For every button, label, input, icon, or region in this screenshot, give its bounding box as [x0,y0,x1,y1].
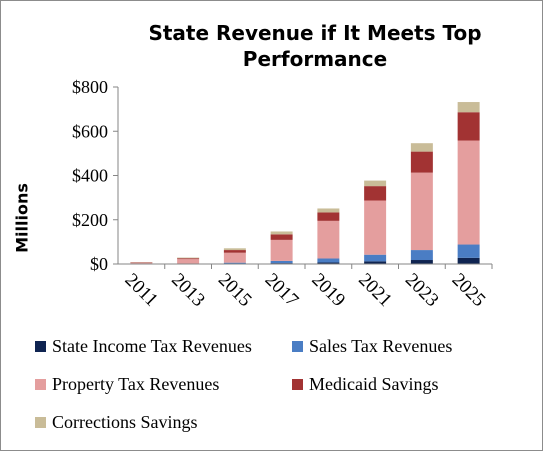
x-tick-label: 2015 [214,269,256,311]
bar-segment-medicaid-savings [270,234,293,240]
bar-segment-property-tax-revenues [270,239,293,261]
bar-segment-sales-tax-revenues [223,262,246,264]
x-tick-label: 2013 [167,269,209,311]
bar-segment-corrections-savings [223,248,246,251]
bar-segment-corrections-savings [177,257,200,259]
bar-segment-sales-tax-revenues [270,260,293,264]
chart-title: State Revenue if It Meets Top Performanc… [148,21,482,71]
legend-label: State Income Tax Revenues [52,336,252,356]
bar-segment-property-tax-revenues [177,259,200,264]
bar-segment-corrections-savings [457,102,480,113]
bar-segment-medicaid-savings [223,250,246,253]
bar-segment-medicaid-savings [317,212,340,221]
bar-segment-property-tax-revenues [410,172,433,251]
y-tick-label: $800 [72,77,108,97]
legend-label: Sales Tax Revenues [309,336,453,356]
legend-label: Corrections Savings [52,412,198,432]
y-tick-label: $600 [72,121,108,141]
legend-label: Property Tax Revenues [52,374,220,394]
bar-segment-medicaid-savings [457,112,480,141]
legend-item: Corrections Savings [35,412,198,433]
y-tick-label: $200 [72,210,108,230]
bar-segment-sales-tax-revenues [364,254,387,262]
bar-segment-corrections-savings [410,143,433,152]
legend-item: Property Tax Revenues [35,374,219,395]
bar-segment-medicaid-savings [177,258,200,260]
legend-item: Medicaid Savings [292,374,438,395]
bar-segment-corrections-savings [364,180,387,187]
bar-segment-corrections-savings [317,208,340,213]
bar-segment-property-tax-revenues [457,140,480,245]
bar-segment-property-tax-revenues [223,252,246,263]
x-tick-label: 2025 [448,269,490,311]
x-tick-label: 2011 [121,269,162,310]
legend-item: Sales Tax Revenues [292,336,452,357]
bar-segment-state-income-tax-revenues [364,261,387,264]
bar-segment-medicaid-savings [364,186,387,201]
bar-segment-sales-tax-revenues [410,250,433,261]
legend-swatch [35,341,46,352]
bar-segment-property-tax-revenues [317,220,340,259]
x-tick-label: 2017 [261,269,303,311]
bar-segment-sales-tax-revenues [317,258,340,263]
bar-segment-property-tax-revenues [130,262,153,264]
bar-segment-corrections-savings [270,231,293,235]
legend-swatch [292,379,303,390]
legend-swatch [292,341,303,352]
legend-swatch [35,379,46,390]
bar-segment-property-tax-revenues [364,200,387,255]
bar-segment-medicaid-savings [410,151,433,173]
bar-segment-state-income-tax-revenues [457,257,480,264]
y-tick-label: $400 [72,166,108,186]
bar-segment-state-income-tax-revenues [317,262,340,264]
x-tick-label: 2021 [354,269,396,311]
bar-segment-sales-tax-revenues [457,244,480,258]
bar-segment-state-income-tax-revenues [410,260,433,264]
y-tick-label: $0 [90,254,108,274]
x-tick-label: 2019 [307,269,349,311]
legend-swatch [35,417,46,428]
legend-label: Medicaid Savings [309,374,439,394]
x-tick-label: 2023 [401,269,443,311]
legend-item: State Income Tax Revenues [35,336,252,357]
